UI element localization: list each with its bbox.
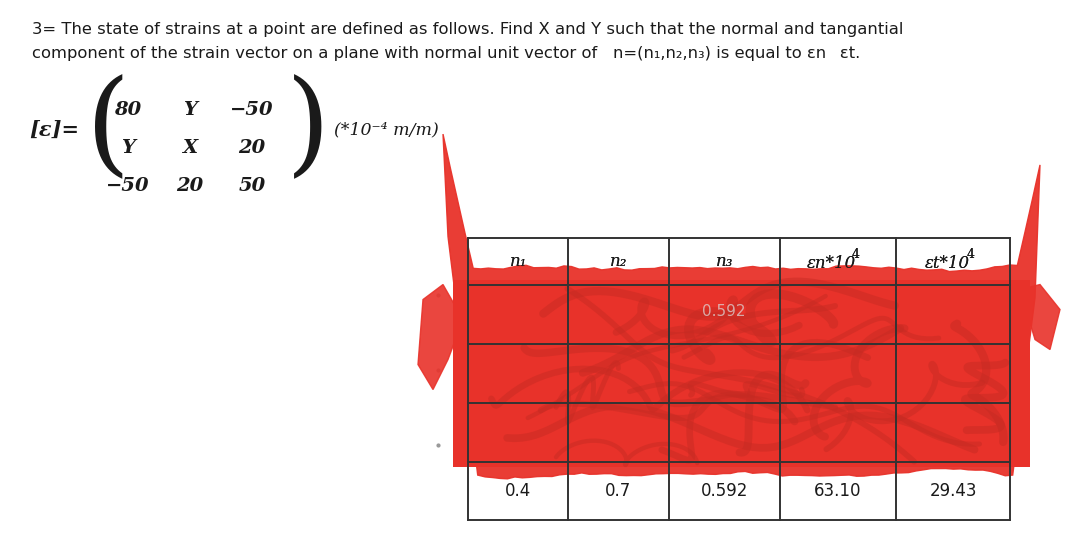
- Text: [ε]=: [ε]=: [29, 120, 79, 140]
- Text: n₃: n₃: [715, 252, 733, 270]
- Polygon shape: [1020, 285, 1059, 350]
- Text: (*10⁻⁴ m/m): (*10⁻⁴ m/m): [334, 122, 438, 138]
- Text: 0.7: 0.7: [605, 482, 632, 500]
- Text: Y: Y: [184, 101, 197, 119]
- Text: 0.592: 0.592: [701, 482, 747, 500]
- Text: n₁: n₁: [510, 252, 527, 270]
- Text: 20: 20: [176, 177, 204, 195]
- Text: εt*10: εt*10: [924, 255, 970, 272]
- Text: −50: −50: [106, 177, 150, 195]
- Bar: [453, 280, 1030, 467]
- Text: n₂: n₂: [610, 252, 627, 270]
- Text: εn*10: εn*10: [807, 255, 856, 272]
- Text: 20: 20: [239, 139, 266, 157]
- Text: εn*10: εn*10: [807, 255, 856, 272]
- Text: 0.592: 0.592: [702, 304, 746, 319]
- Text: 29.43: 29.43: [929, 482, 976, 500]
- Text: −50: −50: [230, 101, 274, 119]
- Text: n₃: n₃: [715, 252, 733, 270]
- Text: n₁: n₁: [510, 252, 527, 270]
- Text: 4: 4: [967, 248, 975, 261]
- Text: 4: 4: [967, 248, 975, 261]
- Text: 3= The state of strains at a point are defined as follows. Find X and Y such tha: 3= The state of strains at a point are d…: [32, 22, 903, 37]
- Text: 4: 4: [852, 248, 860, 261]
- Text: ): ): [286, 75, 330, 185]
- Text: 4: 4: [852, 248, 860, 261]
- Text: 0.4: 0.4: [505, 482, 531, 500]
- Text: 80: 80: [114, 101, 141, 119]
- Text: 50: 50: [239, 177, 266, 195]
- Text: εt*10: εt*10: [924, 255, 970, 272]
- Polygon shape: [443, 134, 1040, 479]
- Text: Y: Y: [121, 139, 135, 157]
- Text: (: (: [85, 75, 131, 185]
- Text: n₂: n₂: [610, 252, 627, 270]
- Polygon shape: [418, 285, 463, 389]
- Text: 63.10: 63.10: [814, 482, 862, 500]
- Text: component of the strain vector on a plane with normal unit vector of   n=(n₁,n₂,: component of the strain vector on a plan…: [32, 46, 861, 61]
- Text: X: X: [183, 139, 198, 157]
